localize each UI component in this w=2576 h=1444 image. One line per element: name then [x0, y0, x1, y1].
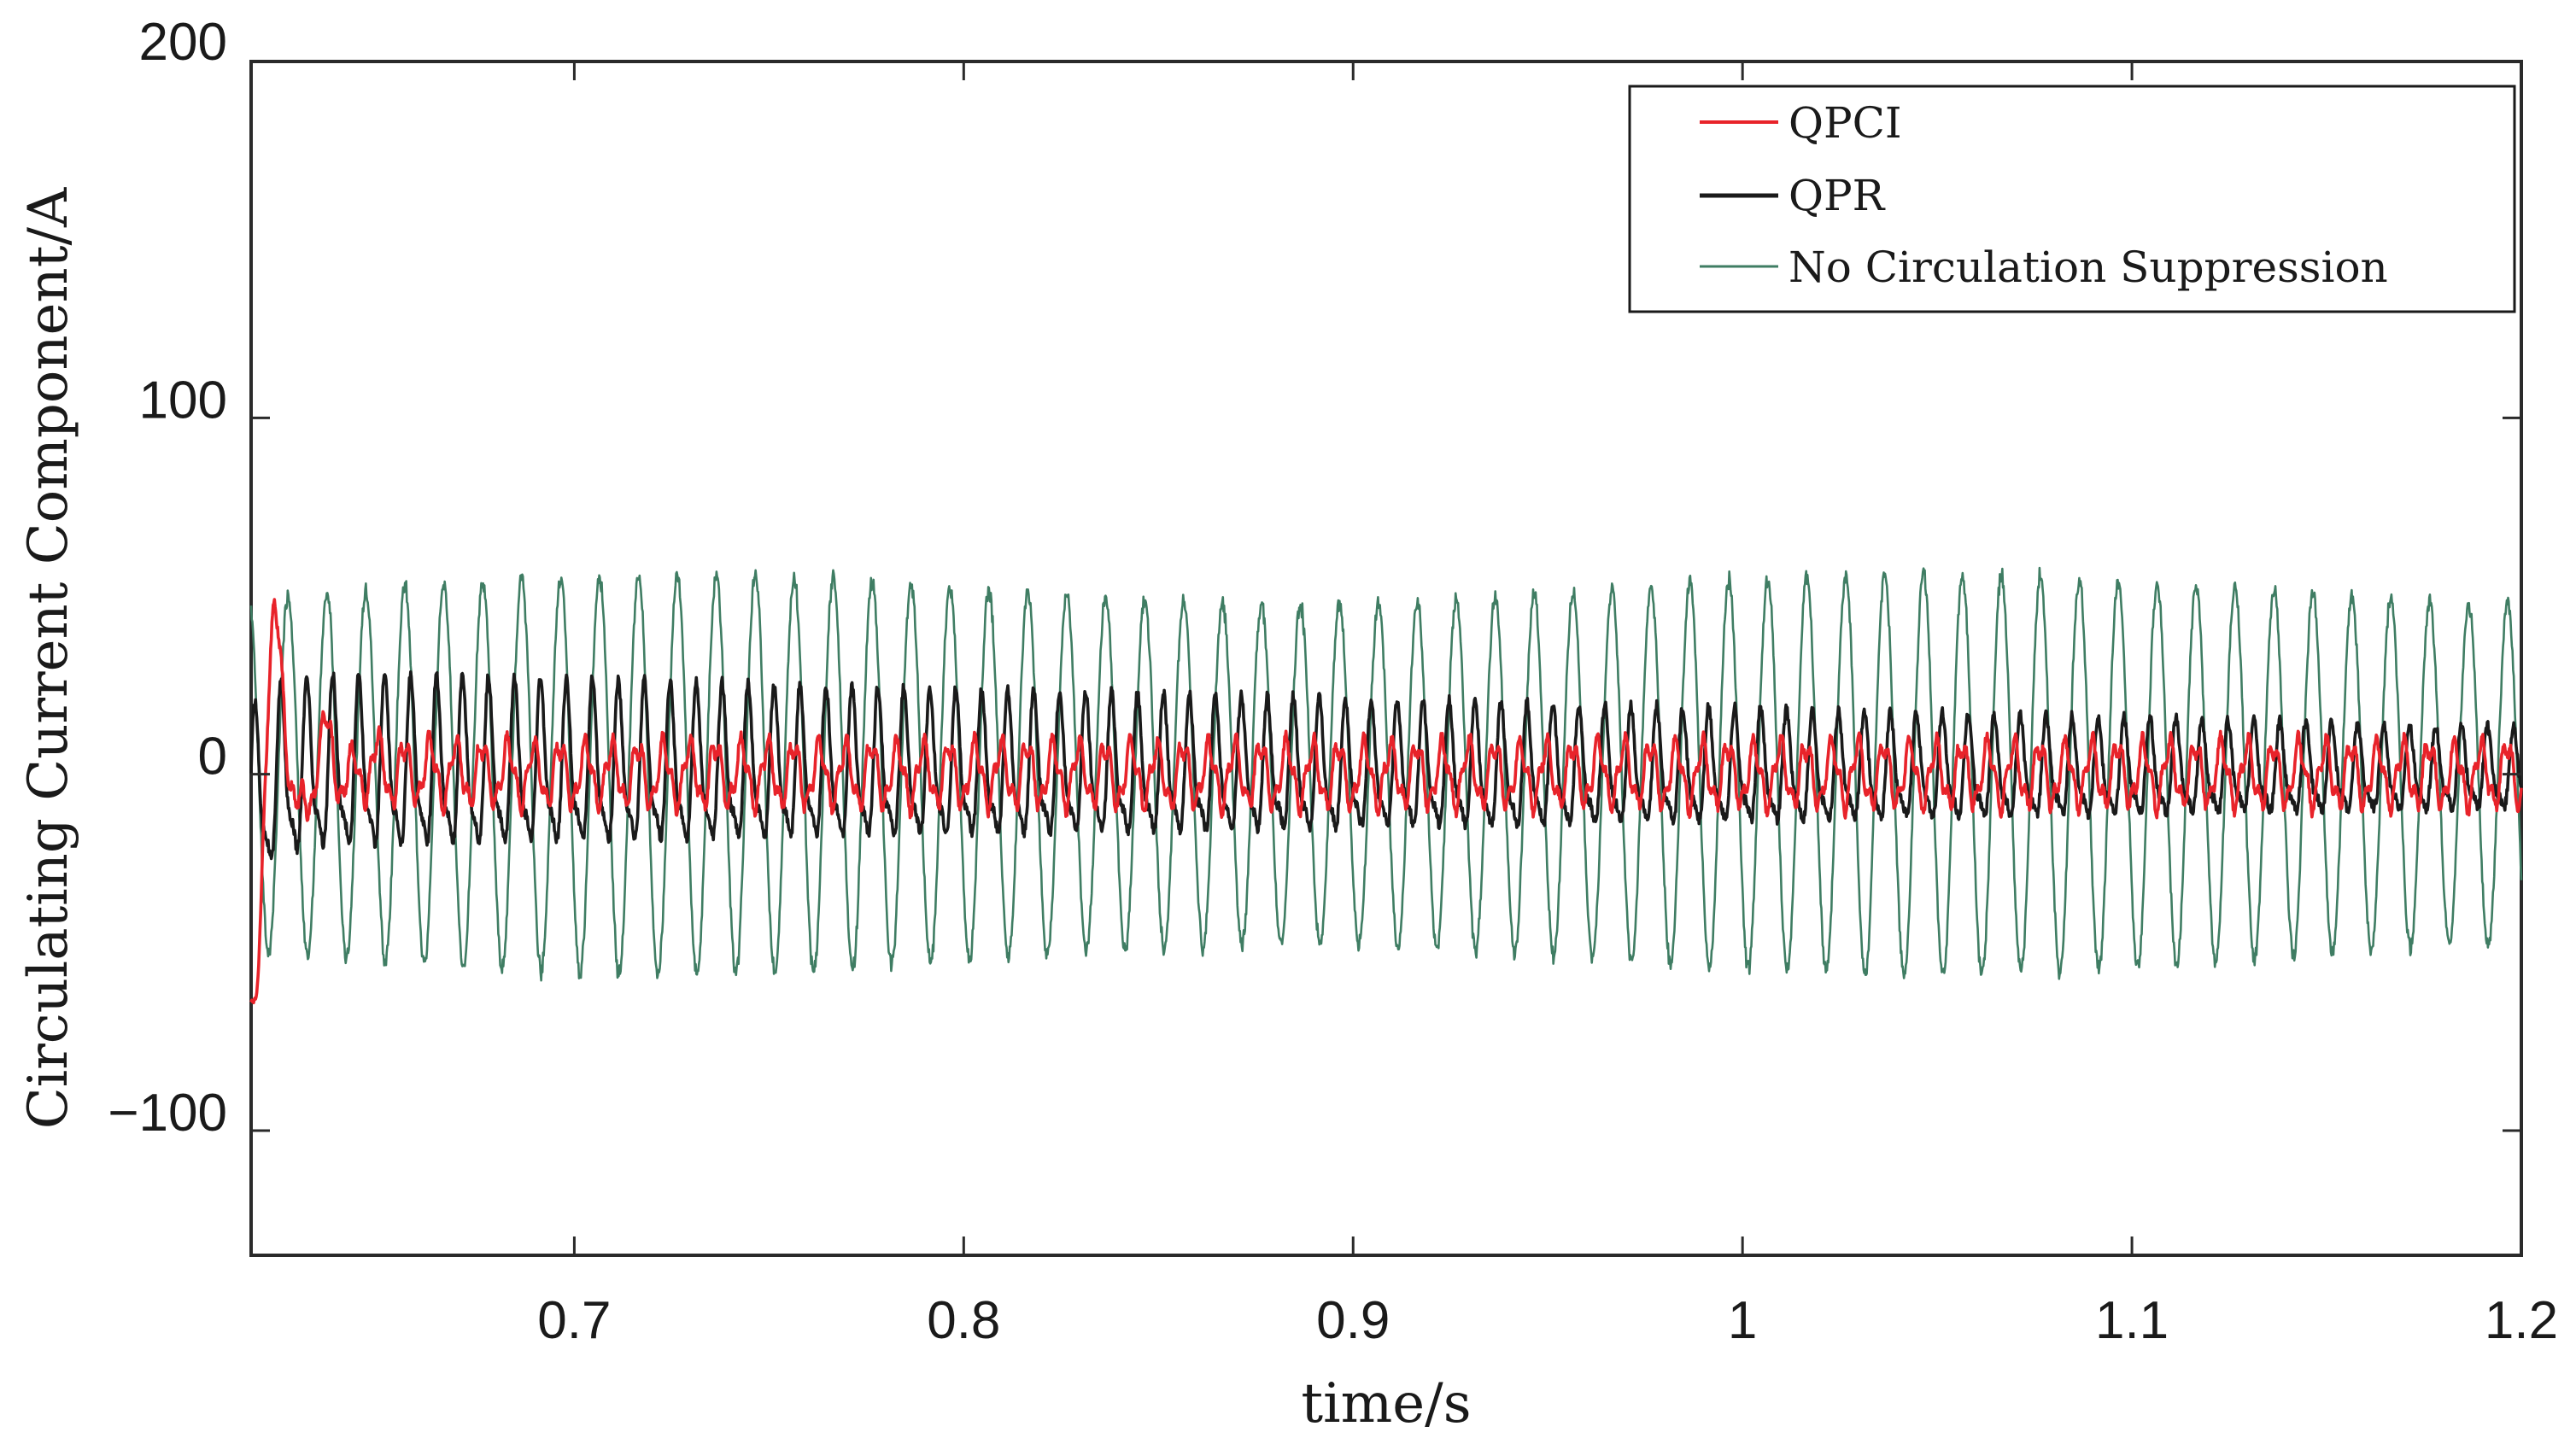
y-tick-label: 100	[139, 371, 227, 430]
ticks-layer: 0.7 0.8 0.9 1 1.1 1.2 200 100 0 −100	[108, 13, 2558, 1350]
x-tick-label: 1.1	[2095, 1291, 2169, 1350]
plot-area-frame	[249, 60, 2523, 1257]
y-tick-label: 200	[139, 13, 227, 72]
x-axis-label: time/s	[1301, 1372, 1471, 1435]
series-layer	[249, 566, 2523, 1005]
y-tick-label: −100	[108, 1084, 227, 1143]
legend: QPCI QPR No Circulation Suppression	[1628, 85, 2516, 313]
legend-label-qpr: QPR	[1789, 171, 1886, 220]
series-line-qpci	[249, 598, 2523, 1005]
y-axis-label: Circulating Current Component/A	[17, 187, 80, 1129]
series-line-no-suppression	[249, 566, 2523, 982]
series-line-qpr	[249, 670, 2523, 861]
x-tick-label: 1	[1728, 1291, 1757, 1350]
legend-label-no-suppression: No Circulation Suppression	[1789, 243, 2388, 292]
y-tick-label: 0	[198, 728, 227, 786]
x-tick-label: 0.8	[927, 1291, 1000, 1350]
legend-label-qpci: QPCI	[1789, 98, 1902, 148]
x-tick-label: 1.2	[2485, 1291, 2558, 1350]
x-tick-label: 0.7	[537, 1291, 611, 1350]
x-tick-label: 0.9	[1316, 1291, 1390, 1350]
